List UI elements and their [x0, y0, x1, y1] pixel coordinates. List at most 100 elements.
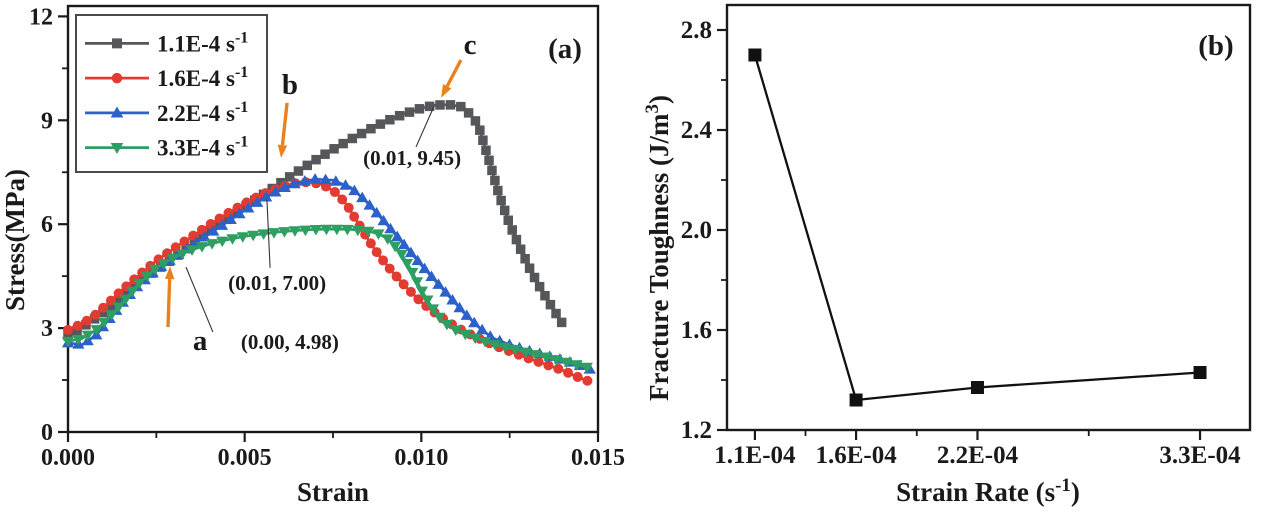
series-marker: [470, 116, 481, 126]
series-marker: [226, 234, 239, 245]
panel-b: 1.1E-04 1.6E-04 2.2E-04 3.3E-04 1.2 1.6 2.0 2.4…: [642, 3, 1252, 507]
series-marker: [72, 320, 83, 331]
series-marker: [545, 299, 556, 310]
series-marker: [349, 211, 360, 222]
series-marker: [260, 191, 273, 202]
annotation-arrow-shaft: [445, 59, 463, 88]
series-marker: [400, 258, 414, 270]
series-marker: [293, 166, 304, 176]
series-marker: [507, 225, 517, 235]
series-marker: [487, 165, 497, 176]
series-marker: [269, 185, 282, 197]
series-marker: [556, 317, 567, 328]
series-marker: [432, 278, 445, 289]
legend-marker: [110, 143, 124, 154]
y-tick-label: 1.6: [681, 317, 712, 344]
series-marker: [216, 236, 229, 248]
legend-box: [75, 14, 268, 173]
series-marker: [284, 172, 295, 182]
plot-box-b: [725, 3, 1252, 432]
series-marker: [278, 181, 291, 193]
series-marker: [133, 278, 146, 290]
series-marker: [469, 333, 482, 345]
series-marker: [343, 202, 354, 213]
series-marker: [247, 230, 260, 242]
annotation-coordinate-label: (0.01, 9.45): [363, 146, 461, 170]
series-marker: [224, 213, 237, 225]
series-marker: [337, 194, 348, 205]
series-marker: [397, 238, 411, 250]
series-marker: [404, 107, 415, 117]
series-marker: [377, 214, 390, 226]
series-marker: [309, 173, 322, 184]
series-marker: [563, 367, 574, 378]
series-marker: [388, 241, 402, 253]
series-marker: [394, 110, 405, 121]
series-marker: [475, 125, 485, 135]
legend-marker: [110, 106, 124, 118]
annotation-coordinate-label: (0.01, 7.00): [228, 271, 326, 295]
series-marker: [141, 271, 154, 283]
series-marker: [446, 293, 459, 305]
series-marker: [418, 262, 431, 274]
series-marker: [384, 222, 397, 234]
y-tick-label: 2.8: [681, 17, 712, 44]
series-marker: [425, 270, 438, 281]
y-tick-label: 1.2: [681, 417, 712, 444]
y-tick-label: 3: [41, 316, 53, 342]
axes-ticks-b: 1.1E-04 1.6E-04 2.2E-04 3.3E-04 1.2 1.6 2.0 2.4…: [681, 17, 1241, 469]
series-marker: [311, 154, 321, 165]
series-marker: [515, 244, 526, 254]
series-marker: [499, 342, 512, 354]
series-marker: [433, 312, 446, 324]
y-tick-label: 12: [29, 4, 53, 30]
series-marker: [398, 279, 409, 290]
x-tick-label: 0.000: [41, 445, 95, 471]
series-marker: [371, 247, 382, 258]
series-marker: [90, 325, 103, 336]
series-marker: [426, 304, 440, 315]
series-marker: [970, 381, 984, 394]
series-marker: [490, 175, 500, 186]
series-marker: [385, 114, 395, 125]
series-marker: [126, 286, 139, 298]
series-marker: [341, 224, 354, 236]
series-marker: [288, 226, 302, 237]
series-marker: [405, 286, 416, 297]
annotation-leader-line: [185, 266, 214, 333]
series-marker: [298, 175, 311, 186]
series-marker: [456, 101, 466, 112]
series-marker: [524, 263, 535, 273]
series-marker: [468, 316, 481, 328]
series-fracture-toughness: [748, 48, 1207, 407]
legend-label: 3.3E-4 s-1: [157, 134, 248, 161]
series-marker: [106, 301, 116, 311]
series-marker: [411, 254, 424, 266]
series-line: [753, 54, 1201, 402]
series-marker: [112, 302, 125, 314]
series-marker: [421, 295, 434, 307]
series-marker: [499, 205, 510, 216]
series-marker: [236, 232, 249, 243]
x-tick-label: 1.1E-04: [714, 442, 796, 469]
series-marker: [391, 271, 402, 282]
series-marker: [459, 329, 472, 341]
series-marker: [449, 325, 462, 337]
series-marker: [484, 155, 494, 166]
x-tick-label: 0.010: [394, 445, 448, 471]
annotation-arrow-shaft: [280, 102, 289, 146]
series-marker: [560, 357, 573, 369]
legend-entry-1.6E-4 s-1: 1.6E-4 s-1: [85, 64, 248, 91]
series-marker: [493, 185, 503, 196]
series-marker: [439, 286, 452, 297]
series-marker: [329, 144, 339, 154]
series-marker: [406, 267, 419, 279]
series-marker: [299, 225, 312, 237]
x-tick-label: 1.6E-04: [815, 442, 897, 469]
series-marker: [195, 242, 209, 253]
series-marker: [98, 302, 109, 313]
x-tick-label: 0.015: [571, 445, 625, 471]
series-marker: [384, 263, 395, 274]
series-marker: [98, 317, 111, 329]
series-marker: [347, 133, 358, 144]
